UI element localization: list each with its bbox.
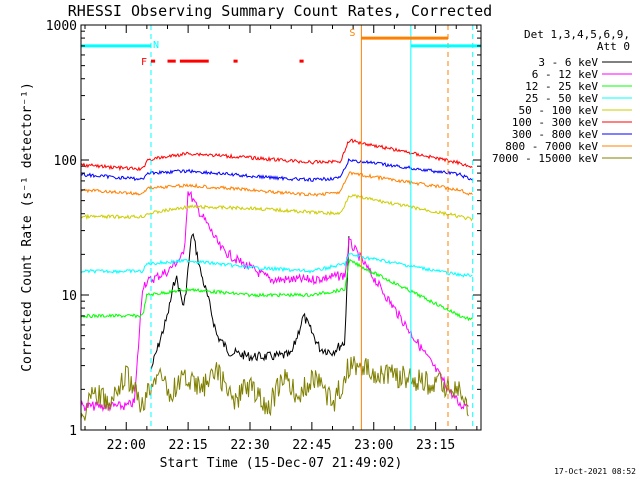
interval-flag-3: S [349, 28, 355, 39]
series-line-3 [80, 253, 473, 278]
timestamp: 17-Oct-2021 08:52 [554, 467, 636, 476]
y-tick-label: 10 [61, 289, 77, 304]
legend-label-0: 3 - 6 keV [538, 56, 598, 69]
x-tick-label: 22:45 [292, 438, 331, 453]
legend-header-0: Det 1,3,4,5,6,9, [524, 28, 630, 41]
x-tick-label: 22:15 [169, 438, 208, 453]
interval-flag-0: N [153, 40, 159, 51]
legend-header-1: Att 0 [597, 40, 630, 53]
legend-label-5: 100 - 300 keV [512, 116, 598, 129]
legend-label-4: 50 - 100 keV [519, 104, 599, 117]
x-tick-label: 23:00 [354, 438, 393, 453]
legend-label-8: 7000 - 15000 keV [492, 152, 598, 165]
plot-frame [80, 24, 482, 431]
plot-area: NF S [80, 25, 481, 430]
y-tick-label: 100 [54, 154, 77, 169]
series-line-6 [80, 158, 473, 183]
legend-label-6: 300 - 800 keV [512, 128, 598, 141]
chart-title: RHESSI Observing Summary Count Rates, Co… [68, 2, 492, 20]
y-tick-label: 1000 [46, 19, 77, 34]
series-line-1 [80, 190, 469, 413]
series-line-2 [80, 258, 473, 322]
x-axis-label: Start Time (15-Dec-07 21:49:02) [160, 456, 403, 471]
series-line-4 [80, 193, 473, 222]
legend-label-7: 800 - 7000 keV [505, 140, 598, 153]
legend-label-3: 25 - 50 keV [525, 92, 598, 105]
x-tick-label: 22:00 [107, 438, 146, 453]
y-axis-label: Corrected Count Rate (s⁻¹ detector⁻¹) [20, 82, 35, 372]
series-line-8 [80, 356, 469, 421]
axes: 22:00 22:15 22:30 22:45 23:00 23:15 1 10 100 1000 [46, 19, 482, 453]
y-tick-label: 1 [69, 424, 77, 439]
legend-label-2: 12 - 25 keV [525, 80, 598, 93]
interval-flag-2: F [141, 57, 147, 68]
legend-label-1: 6 - 12 keV [532, 68, 599, 81]
series-line-7 [80, 171, 473, 197]
series-line-5 [80, 138, 473, 172]
x-tick-label: 23:15 [416, 438, 455, 453]
series-line-0 [150, 232, 350, 370]
x-tick-label: 22:30 [230, 438, 269, 453]
